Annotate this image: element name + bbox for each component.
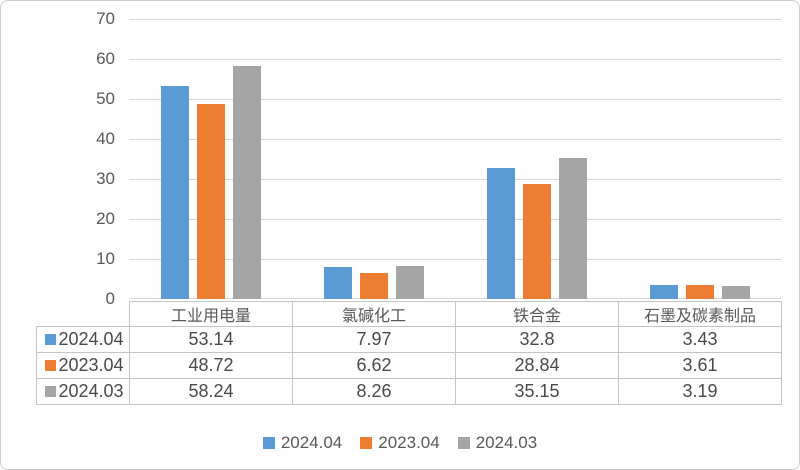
bar-2024.03-氯碱化工 bbox=[396, 266, 424, 299]
gridline-30 bbox=[129, 179, 781, 180]
table-value-cell-2024.03-氯碱化工: 8.26 bbox=[292, 378, 456, 405]
bar-2024.04-氯碱化工 bbox=[324, 267, 352, 299]
table-value-cell-2024.04-石墨及碳素制品: 3.43 bbox=[618, 326, 782, 353]
legend-swatch-icon bbox=[262, 437, 275, 449]
legend-label: 2024.03 bbox=[475, 433, 538, 452]
series-swatch-icon bbox=[45, 386, 57, 397]
bar-2024.04-工业用电量 bbox=[161, 86, 189, 299]
series-name: 2024.03 bbox=[58, 381, 124, 401]
table-value-cell-2024.03-石墨及碳素制品: 3.19 bbox=[618, 378, 782, 405]
series-name: 2024.04 bbox=[58, 329, 124, 349]
gridline-50 bbox=[129, 99, 781, 100]
table-header-row: 工业用电量 氯碱化工 铁合金 石墨及碳素制品 bbox=[36, 301, 782, 327]
table-value-cell-2024.03-工业用电量: 58.24 bbox=[129, 378, 293, 405]
legend-swatch-icon bbox=[457, 437, 470, 449]
legend-item-2023.04: 2023.04 bbox=[360, 433, 440, 453]
legend-label: 2023.04 bbox=[378, 433, 440, 452]
bar-2023.04-工业用电量 bbox=[197, 104, 225, 299]
legend-item-2024.04: 2024.04 bbox=[262, 433, 343, 453]
table-value-cell-2023.04-氯碱化工: 6.62 bbox=[292, 352, 456, 379]
bar-2024.03-工业用电量 bbox=[233, 66, 261, 299]
gridline-10 bbox=[129, 259, 781, 260]
gridline-40 bbox=[129, 139, 781, 140]
bar-2024.03-石墨及碳素制品 bbox=[722, 286, 750, 299]
bar-2024.04-石墨及碳素制品 bbox=[650, 285, 678, 299]
y-axis-label-40: 40 bbox=[96, 129, 115, 148]
table-header-cell-0: 工业用电量 bbox=[129, 301, 293, 327]
table-row-2023.04: 2023.04 48.72 6.62 28.84 3.61 bbox=[36, 352, 782, 379]
table-row-2024.04: 2024.04 53.14 7.97 32.8 3.43 bbox=[36, 326, 782, 353]
table-row-2024.03: 2024.03 58.24 8.26 35.15 3.19 bbox=[36, 378, 782, 405]
legend-label: 2024.04 bbox=[280, 433, 343, 452]
y-axis-label-70: 70 bbox=[96, 9, 115, 28]
y-axis-label-10: 10 bbox=[96, 249, 115, 268]
data-table: 工业用电量 氯碱化工 铁合金 石墨及碳素制品 2024.04 53.14 7.97 32.8 3… bbox=[36, 301, 782, 405]
y-axis-label-30: 30 bbox=[96, 169, 115, 188]
bar-2024.03-铁合金 bbox=[559, 158, 587, 299]
legend-swatch-icon bbox=[360, 437, 373, 449]
y-axis-label-60: 60 bbox=[96, 49, 115, 68]
table-key-cell-2024.04: 2024.04 bbox=[36, 326, 130, 353]
y-axis-label-20: 20 bbox=[96, 209, 115, 228]
series-name: 2023.04 bbox=[58, 355, 124, 375]
table-header-cell-2: 铁合金 bbox=[455, 301, 619, 327]
y-axis-label-0: 0 bbox=[105, 289, 115, 308]
table-value-cell-2024.04-铁合金: 32.8 bbox=[455, 326, 619, 353]
gridline-20 bbox=[129, 219, 781, 220]
legend: 2024.04 2023.04 2024.03 bbox=[1, 433, 799, 453]
bar-2023.04-铁合金 bbox=[523, 184, 551, 299]
gridline-60 bbox=[129, 59, 781, 60]
table-corner-cell bbox=[36, 301, 130, 327]
legend-item-2024.03: 2024.03 bbox=[457, 433, 538, 453]
gridline-0 bbox=[129, 298, 781, 299]
table-value-cell-2024.03-铁合金: 35.15 bbox=[455, 378, 619, 405]
gridline-70 bbox=[129, 19, 781, 20]
table-header-cell-3: 石墨及碳素制品 bbox=[618, 301, 782, 327]
table-key-cell-2023.04: 2023.04 bbox=[36, 352, 130, 379]
series-swatch-icon bbox=[45, 334, 57, 345]
table-header-cell-1: 氯碱化工 bbox=[292, 301, 456, 327]
table-value-cell-2023.04-工业用电量: 48.72 bbox=[129, 352, 293, 379]
table-value-cell-2023.04-铁合金: 28.84 bbox=[455, 352, 619, 379]
table-value-cell-2024.04-氯碱化工: 7.97 bbox=[292, 326, 456, 353]
bar-2023.04-石墨及碳素制品 bbox=[686, 285, 714, 299]
table-value-cell-2023.04-石墨及碳素制品: 3.61 bbox=[618, 352, 782, 379]
bar-2024.04-铁合金 bbox=[487, 168, 515, 299]
series-swatch-icon bbox=[45, 360, 57, 371]
table-value-cell-2024.04-工业用电量: 53.14 bbox=[129, 326, 293, 353]
plot-area bbox=[129, 19, 781, 299]
y-axis-label-50: 50 bbox=[96, 89, 115, 108]
bar-2023.04-氯碱化工 bbox=[360, 273, 388, 299]
table-key-cell-2024.03: 2024.03 bbox=[36, 378, 130, 405]
y-axis: 0 10 20 30 40 50 60 70 bbox=[59, 9, 115, 308]
